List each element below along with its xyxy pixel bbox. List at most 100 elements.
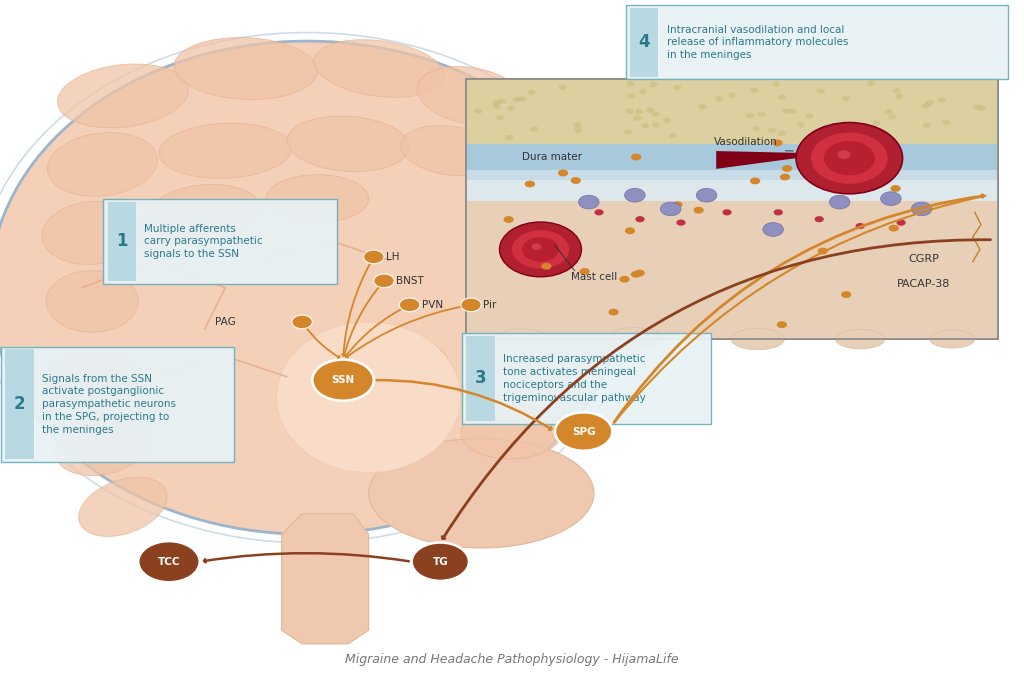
Circle shape — [635, 109, 643, 114]
Circle shape — [750, 88, 758, 93]
Circle shape — [723, 209, 731, 215]
FancyBboxPatch shape — [462, 333, 711, 424]
Text: Migraine and Headache Pathophysiology - HijamaLife: Migraine and Headache Pathophysiology - … — [345, 653, 679, 666]
Circle shape — [893, 88, 901, 93]
Text: TCC: TCC — [158, 557, 180, 566]
Circle shape — [631, 153, 641, 160]
Ellipse shape — [328, 336, 451, 404]
Ellipse shape — [57, 64, 188, 128]
Circle shape — [412, 543, 469, 581]
Circle shape — [573, 128, 582, 134]
Circle shape — [774, 209, 782, 215]
Circle shape — [856, 223, 864, 229]
Circle shape — [513, 97, 521, 102]
Circle shape — [895, 94, 903, 99]
Circle shape — [573, 123, 582, 128]
Circle shape — [594, 209, 603, 215]
Circle shape — [782, 108, 791, 114]
Circle shape — [498, 99, 506, 104]
Circle shape — [842, 96, 850, 101]
Circle shape — [727, 92, 735, 98]
FancyBboxPatch shape — [466, 170, 998, 180]
Circle shape — [138, 541, 200, 582]
Text: PVN: PVN — [422, 300, 443, 310]
Circle shape — [778, 95, 786, 100]
Circle shape — [461, 298, 481, 312]
Circle shape — [815, 216, 823, 223]
Text: Pir: Pir — [483, 300, 497, 310]
FancyBboxPatch shape — [630, 8, 658, 77]
Circle shape — [493, 99, 501, 105]
Circle shape — [624, 129, 632, 135]
Circle shape — [500, 222, 582, 277]
Circle shape — [677, 220, 686, 226]
Circle shape — [823, 134, 831, 139]
Circle shape — [651, 111, 659, 116]
Ellipse shape — [731, 328, 784, 350]
Ellipse shape — [400, 125, 501, 176]
Circle shape — [635, 270, 645, 277]
Circle shape — [891, 185, 901, 192]
Circle shape — [374, 274, 394, 288]
Text: 4: 4 — [638, 34, 650, 51]
Circle shape — [889, 225, 899, 232]
FancyBboxPatch shape — [466, 180, 998, 201]
Circle shape — [922, 103, 930, 108]
Circle shape — [558, 170, 568, 177]
Circle shape — [512, 230, 569, 269]
Circle shape — [633, 115, 641, 121]
Ellipse shape — [276, 322, 461, 473]
Text: LH: LH — [386, 252, 399, 262]
Text: Signals from the SSN
activate postganglionic
parasympathetic neurons
in the SPG,: Signals from the SSN activate postgangli… — [42, 373, 176, 435]
Circle shape — [649, 82, 657, 88]
Circle shape — [823, 141, 874, 175]
FancyBboxPatch shape — [1, 347, 234, 462]
Circle shape — [399, 298, 420, 312]
Text: Increased parasympathetic
tone activates meningeal
nociceptors and the
trigemino: Increased parasympathetic tone activates… — [503, 354, 645, 403]
Circle shape — [750, 177, 760, 184]
Circle shape — [673, 85, 681, 90]
Ellipse shape — [369, 438, 594, 548]
Circle shape — [608, 309, 618, 316]
FancyBboxPatch shape — [108, 202, 136, 281]
Text: TG: TG — [432, 557, 449, 566]
Circle shape — [664, 118, 672, 123]
Circle shape — [527, 90, 536, 95]
Circle shape — [772, 82, 780, 87]
Circle shape — [780, 173, 791, 180]
Ellipse shape — [266, 175, 369, 223]
Circle shape — [579, 195, 599, 209]
Ellipse shape — [417, 66, 525, 125]
Circle shape — [937, 97, 945, 103]
FancyBboxPatch shape — [466, 79, 998, 339]
Text: Intracranial vasodilation and local
release of inflammatory molecules
in the men: Intracranial vasodilation and local rele… — [667, 25, 848, 60]
Text: Mast cell: Mast cell — [571, 272, 617, 282]
Ellipse shape — [79, 477, 167, 536]
Circle shape — [635, 216, 645, 223]
Circle shape — [542, 263, 552, 270]
Circle shape — [696, 188, 717, 202]
Text: CGRP: CGRP — [908, 254, 939, 264]
Circle shape — [641, 123, 649, 129]
Circle shape — [620, 276, 630, 283]
Ellipse shape — [0, 41, 625, 534]
Ellipse shape — [313, 40, 444, 97]
Ellipse shape — [174, 38, 317, 99]
Circle shape — [626, 81, 634, 86]
Circle shape — [580, 268, 590, 275]
Text: Vasodilation: Vasodilation — [714, 137, 777, 147]
Circle shape — [796, 123, 902, 194]
Circle shape — [698, 104, 707, 110]
Text: Dura mater: Dura mater — [522, 152, 583, 162]
FancyBboxPatch shape — [466, 336, 495, 421]
Circle shape — [777, 321, 787, 328]
Circle shape — [926, 100, 934, 105]
Circle shape — [782, 165, 793, 172]
Circle shape — [507, 105, 515, 111]
Circle shape — [639, 89, 647, 95]
FancyBboxPatch shape — [103, 199, 337, 284]
Circle shape — [474, 108, 482, 114]
FancyBboxPatch shape — [466, 79, 998, 144]
Circle shape — [673, 201, 683, 208]
Text: PACAP-38: PACAP-38 — [897, 279, 950, 289]
